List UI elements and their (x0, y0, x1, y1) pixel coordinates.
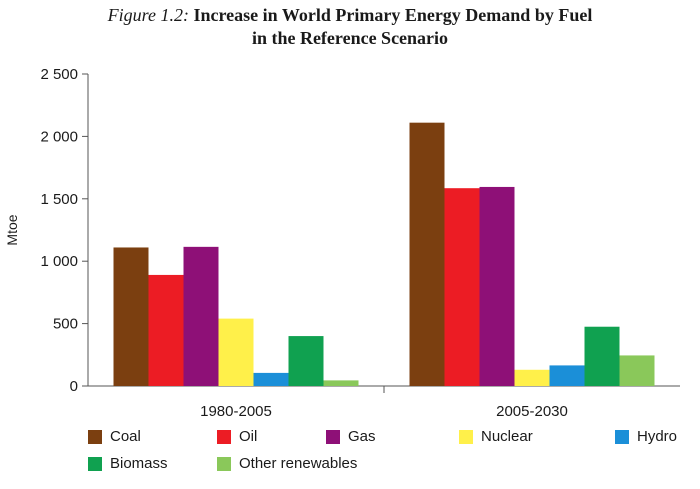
bar-hydro (253, 372, 289, 386)
bar-gas (479, 186, 515, 386)
y-tick-label: 2 500 (40, 66, 78, 83)
bar-other-renewables (323, 380, 359, 386)
chart-bars (113, 122, 655, 386)
bar-biomass (288, 336, 324, 386)
y-tick-label: 2 000 (40, 128, 78, 145)
bar-other-renewables (619, 355, 655, 386)
bar-gas (183, 246, 219, 386)
chart-axes: 0 500 1 000 1 500 2 000 2 500 1980-2005 2005-20… (40, 66, 680, 420)
figure-label: Figure 1.2: (107, 5, 189, 25)
y-tick-label: 1 000 (40, 253, 78, 270)
bar-coal (409, 122, 445, 386)
bar-oil (148, 274, 184, 386)
y-tick-label: 1 500 (40, 191, 78, 208)
bar-biomass (584, 326, 620, 386)
y-tick-label: 500 (53, 316, 78, 333)
bar-hydro (549, 365, 585, 386)
bar-nuclear (218, 318, 254, 386)
y-tick-label: 0 (70, 378, 78, 395)
y-axis-title: Mtoe (4, 214, 20, 245)
bar-nuclear (514, 369, 550, 386)
bar-oil (444, 188, 480, 386)
chart-title-main: Increase in World Primary Energy Demand … (193, 5, 593, 25)
chart-title-line2: in the Reference Scenario (251, 28, 449, 48)
chart-title-line1: Figure 1.2: Increase in World Primary En… (0, 4, 700, 26)
bar-coal (113, 247, 149, 386)
x-category-label: 1980-2005 (200, 403, 272, 420)
x-category-label: 2005-2030 (496, 403, 568, 420)
